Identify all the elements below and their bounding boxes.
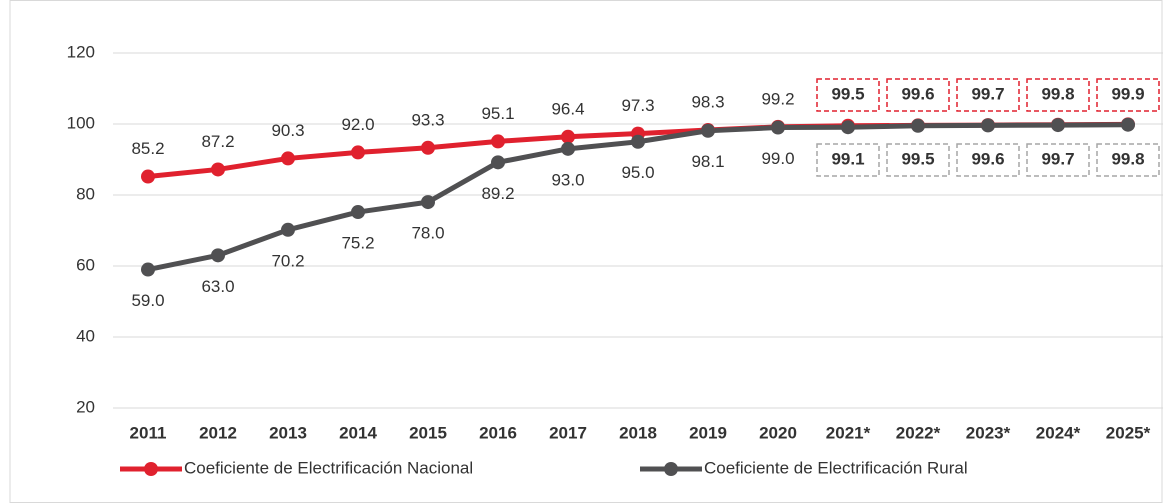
data-label: 95.0 xyxy=(621,163,654,182)
legend-label: Coeficiente de Electrificación Rural xyxy=(704,458,968,477)
x-tick-label: 2023* xyxy=(966,423,1011,442)
data-label: 98.1 xyxy=(691,152,724,171)
data-label: 93.0 xyxy=(551,170,584,189)
point xyxy=(211,162,225,177)
data-label: 95.1 xyxy=(481,104,514,123)
data-label: 99.1 xyxy=(831,149,864,168)
point xyxy=(561,129,575,144)
data-label: 99.2 xyxy=(761,89,794,108)
label-box xyxy=(1096,78,1160,112)
data-label: 78.0 xyxy=(411,224,444,243)
point xyxy=(281,151,295,166)
point xyxy=(491,155,505,170)
point xyxy=(351,145,365,160)
label-box xyxy=(886,143,950,177)
data-label: 99.6 xyxy=(971,149,1004,168)
point xyxy=(911,118,925,133)
data-label: 90.3 xyxy=(271,121,304,140)
data-label: 99.8 xyxy=(1111,149,1144,168)
point xyxy=(981,118,995,133)
data-label: 87.2 xyxy=(201,132,234,151)
label-box xyxy=(886,78,950,112)
x-tick-label: 2012 xyxy=(199,423,237,442)
point xyxy=(1121,117,1135,132)
x-tick-label: 2017 xyxy=(549,423,587,442)
data-label: 85.2 xyxy=(131,139,164,158)
point xyxy=(491,134,505,149)
label-box xyxy=(816,143,880,177)
x-tick-label: 2020 xyxy=(759,423,797,442)
label-box xyxy=(1026,143,1090,177)
data-label: 99.9 xyxy=(1111,84,1144,103)
legend-label: Coeficiente de Electrificación Nacional xyxy=(184,458,473,477)
y-tick-label: 20 xyxy=(76,397,95,416)
data-label: 70.2 xyxy=(271,251,304,270)
point xyxy=(421,140,435,155)
label-box xyxy=(1096,143,1160,177)
point xyxy=(841,120,855,135)
data-label: 97.3 xyxy=(621,96,654,115)
data-label: 89.2 xyxy=(481,184,514,203)
x-tick-label: 2015 xyxy=(409,423,447,442)
x-tick-label: 2011 xyxy=(130,423,167,442)
x-tick-label: 2014 xyxy=(339,423,377,442)
y-tick-label: 120 xyxy=(67,42,95,61)
point xyxy=(701,123,715,138)
data-label: 63.0 xyxy=(201,277,234,296)
x-tick-label: 2018 xyxy=(619,423,657,442)
data-label: 93.3 xyxy=(411,110,444,129)
data-label: 59.0 xyxy=(131,291,164,310)
point xyxy=(211,248,225,263)
label-box xyxy=(816,78,880,112)
x-tick-label: 2024* xyxy=(1036,423,1081,442)
legend-marker xyxy=(664,462,678,476)
x-tick-label: 2016 xyxy=(479,423,517,442)
y-tick-label: 80 xyxy=(76,184,95,203)
data-label: 75.2 xyxy=(341,234,374,253)
data-label: 99.5 xyxy=(901,149,934,168)
data-label: 92.0 xyxy=(341,115,374,134)
legend-marker xyxy=(144,462,158,476)
x-tick-label: 2013 xyxy=(269,423,307,442)
data-label: 99.6 xyxy=(901,84,934,103)
point xyxy=(561,141,575,156)
point xyxy=(281,222,295,237)
label-box xyxy=(1026,78,1090,112)
x-tick-label: 2025* xyxy=(1106,423,1151,442)
data-label: 99.0 xyxy=(761,149,794,168)
y-tick-label: 40 xyxy=(76,326,95,345)
data-label: 98.3 xyxy=(691,93,724,112)
label-box xyxy=(956,78,1020,112)
label-box xyxy=(956,143,1020,177)
point xyxy=(1051,118,1065,133)
data-label: 99.5 xyxy=(831,84,864,103)
data-label: 99.8 xyxy=(1041,84,1074,103)
point xyxy=(141,169,155,184)
point xyxy=(421,195,435,210)
point xyxy=(141,262,155,277)
x-tick-label: 2019 xyxy=(689,423,727,442)
point xyxy=(771,120,785,135)
x-tick-label: 2022* xyxy=(896,423,941,442)
point xyxy=(631,134,645,149)
y-tick-label: 60 xyxy=(76,255,95,274)
point xyxy=(351,205,365,220)
data-label: 99.7 xyxy=(971,84,1004,103)
data-label: 96.4 xyxy=(551,99,584,118)
y-tick-label: 100 xyxy=(67,113,95,132)
x-tick-label: 2021* xyxy=(826,423,871,442)
data-label: 99.7 xyxy=(1041,149,1074,168)
